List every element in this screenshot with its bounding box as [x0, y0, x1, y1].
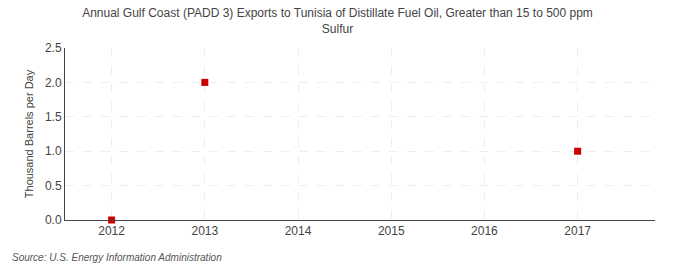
svg-text:2016: 2016 — [471, 224, 498, 238]
svg-text:0.0: 0.0 — [45, 213, 62, 227]
svg-text:0.5: 0.5 — [45, 179, 62, 193]
svg-text:2017: 2017 — [564, 224, 591, 238]
svg-text:2015: 2015 — [378, 224, 405, 238]
svg-text:Source: U.S. Energy Informatio: Source: U.S. Energy Information Administ… — [12, 252, 222, 263]
svg-text:Thousand Barrels per Day: Thousand Barrels per Day — [23, 69, 35, 198]
svg-text:2014: 2014 — [285, 224, 312, 238]
svg-text:2013: 2013 — [191, 224, 218, 238]
svg-text:2.5: 2.5 — [45, 41, 62, 55]
svg-text:Annual Gulf Coast (PADD 3) Exp: Annual Gulf Coast (PADD 3) Exports to Tu… — [82, 6, 593, 36]
svg-text:1.0: 1.0 — [45, 144, 62, 158]
svg-text:2012: 2012 — [98, 224, 125, 238]
svg-text:1.5: 1.5 — [45, 110, 62, 124]
svg-text:2.0: 2.0 — [45, 76, 62, 90]
